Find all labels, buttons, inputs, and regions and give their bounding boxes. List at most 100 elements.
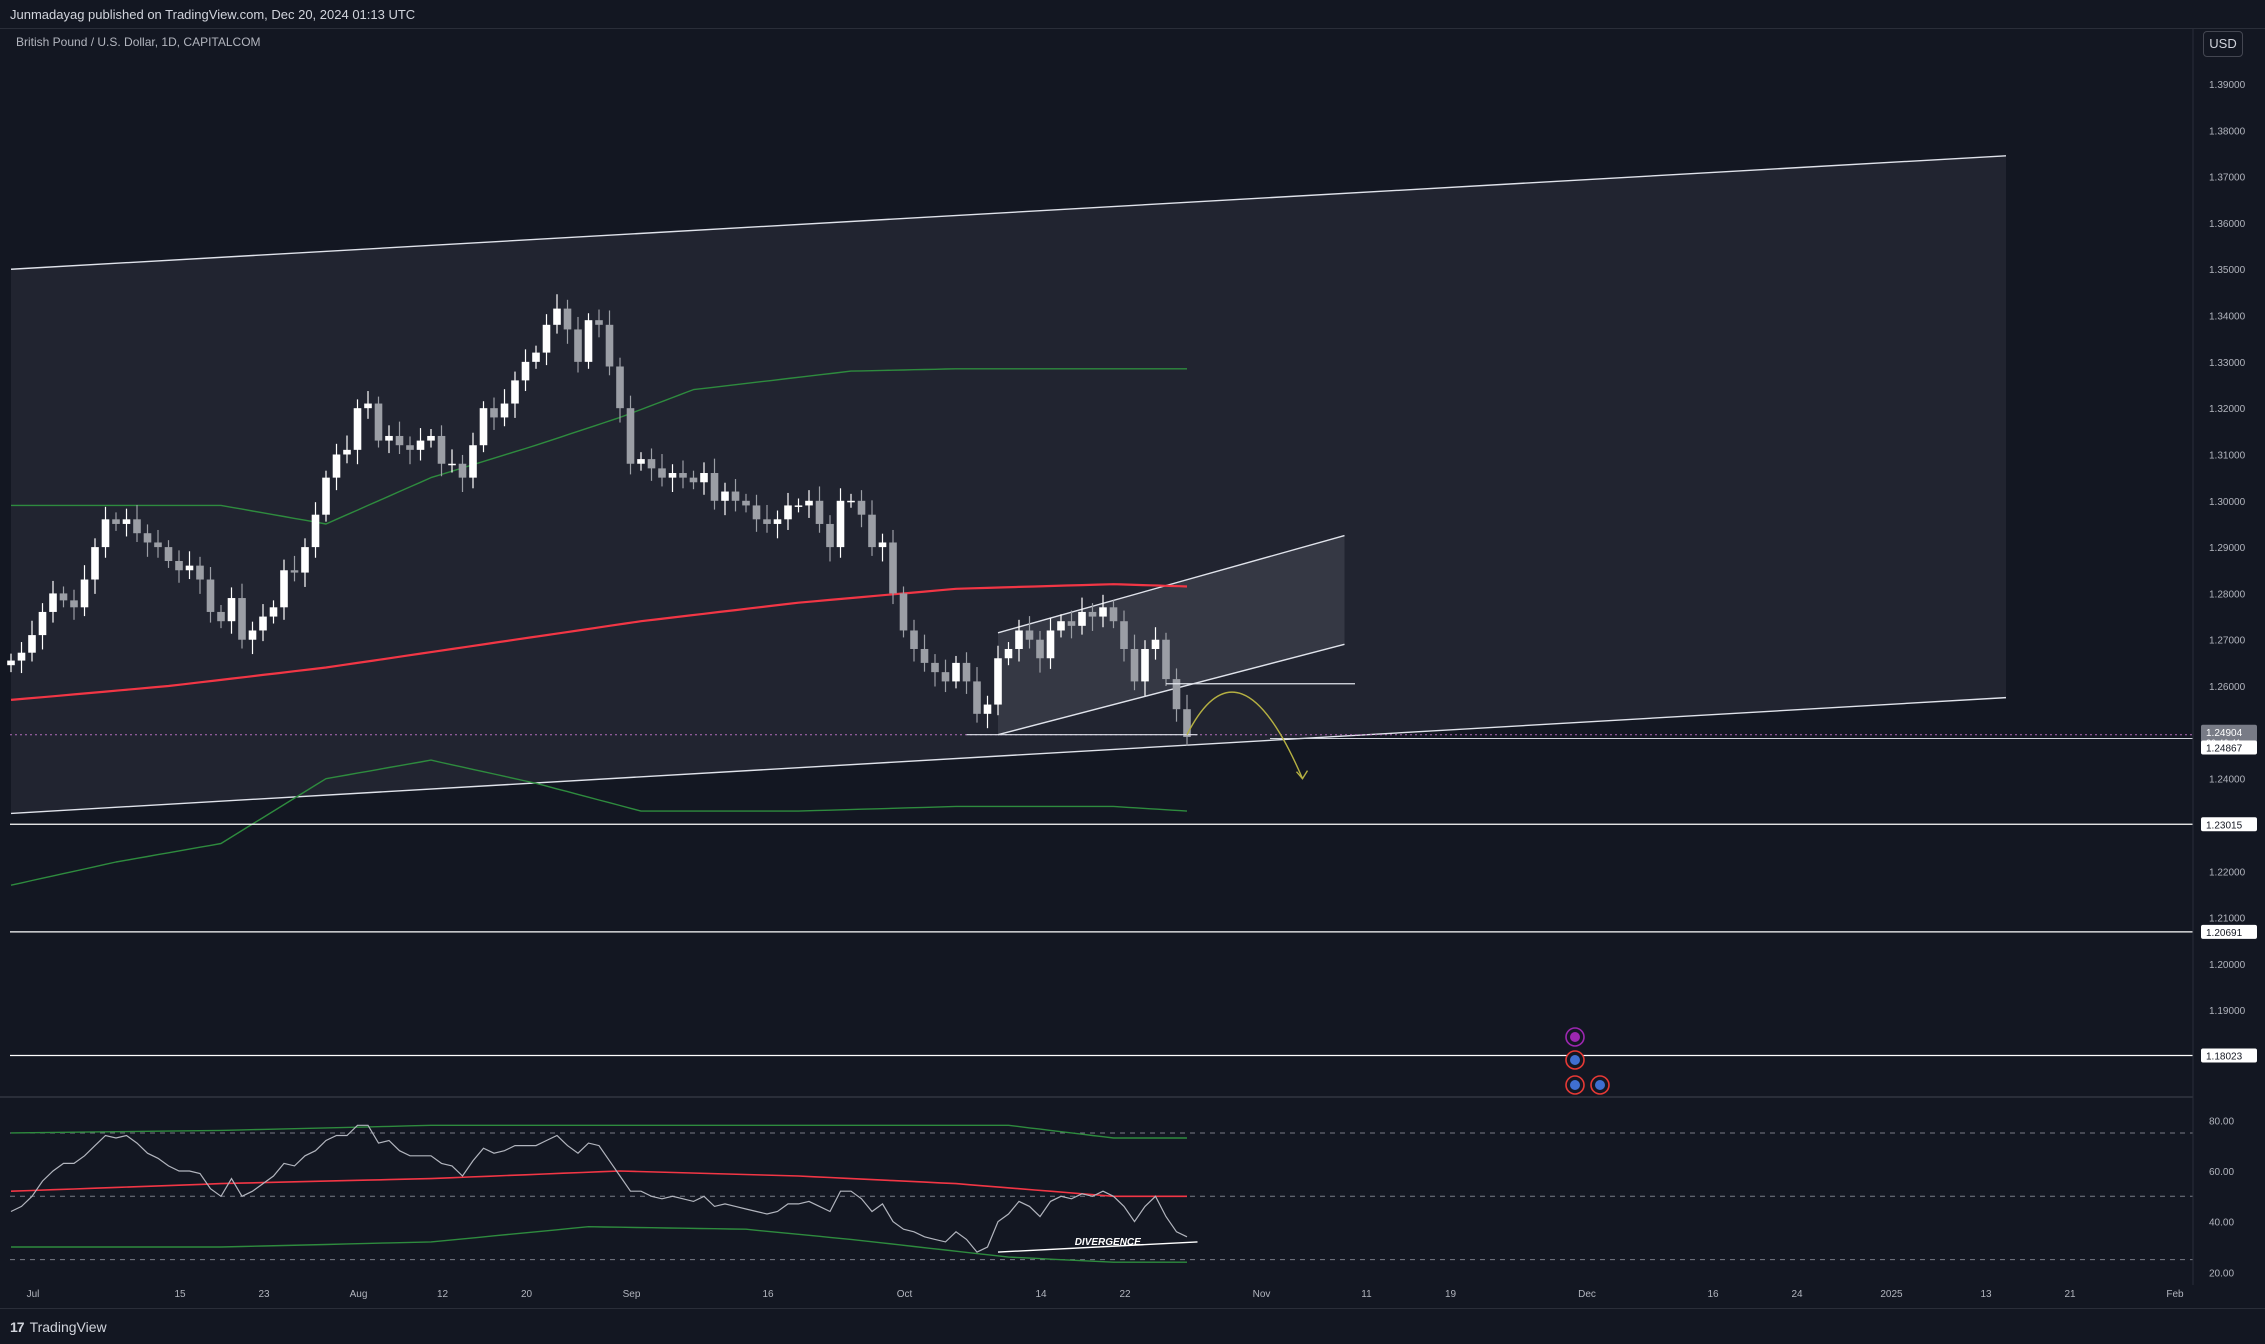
candle-body [322,477,330,515]
candle-body [1078,611,1086,626]
candle-body [227,598,236,622]
event-icons [1565,1027,1610,1095]
band-line [11,368,1187,525]
time-tick-label: 2025 [1880,1289,1903,1300]
tv-logo-icon: 17 [10,1319,25,1335]
candle-body [427,435,435,441]
candle-body [616,366,624,409]
candle-body [1057,621,1065,631]
candle-body [269,607,278,617]
candle-body [343,449,351,455]
price-tick-label: 1.39000 [2209,80,2246,91]
rsi-line [10,1124,1188,1253]
candle-body [899,593,908,631]
candle-body [101,519,110,548]
candle-body [1099,607,1107,617]
time-tick-label: Nov [1253,1289,1271,1300]
footer-bar: 17 TradingView [0,1308,2265,1344]
time-tick-label: 16 [762,1289,774,1300]
channel-lower-line [997,643,1345,736]
candle-body [1004,648,1013,659]
price-tick-label: 1.34000 [2209,312,2246,323]
price-label-text: 1.24867 [2206,744,2243,755]
candle-body [280,570,288,608]
candle-body [595,320,603,325]
price-tick-label: 1.27000 [2209,636,2246,647]
candle-body [721,491,729,501]
candle-body [133,519,141,534]
price-tick-label: 1.33000 [2209,358,2246,369]
candle-body [395,435,404,446]
candle-body [1067,621,1076,626]
candle-body [17,652,26,661]
candle-body [143,533,152,543]
candle-body [248,630,257,640]
candle-body [553,308,561,325]
candle-body [763,519,771,524]
time-tick-label: 21 [2064,1289,2076,1300]
candle-body [437,435,446,464]
candle-body [374,403,383,441]
rsi-tick-label: 40.00 [2209,1218,2234,1229]
price-label-text: 1.20691 [2206,928,2243,939]
price-tick-label: 1.38000 [2209,126,2246,137]
candle-body [38,611,47,636]
publish-bar: Junmadayag published on TradingView.com,… [0,0,2265,29]
candle-body [1120,621,1128,649]
candle-body [962,662,971,682]
candle-body [1151,639,1160,649]
candle-body [7,660,15,666]
time-tick-label: 12 [437,1289,449,1300]
candle-body [511,380,519,404]
channel-lower-line [10,696,2007,815]
price-tick-label: 1.30000 [2209,497,2246,508]
time-tick-label: Aug [350,1289,368,1300]
candle-body [1183,709,1191,737]
candle-body [49,593,57,612]
price-tick-label: 1.24000 [2209,775,2246,786]
currency-button[interactable]: USD [2203,31,2243,57]
rsi-tick-label: 60.00 [2209,1167,2234,1178]
candle-body [290,570,299,573]
rsi-tick-label: 20.00 [2209,1268,2234,1279]
time-tick-label: 15 [174,1289,186,1300]
channel-fill [998,535,1345,735]
price-tick-label: 1.28000 [2209,589,2246,600]
time-tick-label: 16 [1707,1289,1719,1300]
candle-body [920,648,929,663]
price-label-text: 1.23015 [2206,820,2243,831]
candle-body [532,352,540,362]
channel-upper-line [10,155,2007,270]
price-label-box [2201,817,2257,832]
channel-upper-line [997,534,1345,634]
candle-body [28,635,36,653]
band-line [10,759,1188,886]
candle-body [773,519,782,524]
event-icon-core [1570,1080,1580,1090]
candle-body [889,542,897,594]
axis-layer: 1.39000 1.38000 1.37000 1.36000 1.35000 1.340… [27,29,2257,1300]
tradingview-logo[interactable]: 17 TradingView [10,1319,107,1335]
candle-body [994,658,1002,705]
candle-body [406,445,414,450]
candle-body [836,500,845,548]
candle-body [784,505,792,520]
candle-body [1162,639,1170,680]
time-tick-label: Sep [623,1289,641,1300]
candle-body [154,542,162,548]
time-tick-label: 22 [1119,1289,1131,1300]
rsi-layer: DIVERGENCE [0,1096,2193,1263]
price-tick-label: 1.36000 [2209,219,2246,230]
candle-body [1130,648,1139,682]
candle-body [941,672,950,682]
candle-body [238,598,246,640]
price-tick-label: 1.31000 [2209,450,2246,461]
candle-body [1088,611,1097,617]
candle-body [563,308,572,330]
candle-body [689,477,698,483]
candle-body [385,435,393,441]
candle-body [742,500,750,506]
symbol-title: British Pound / U.S. Dollar, 1D, CAPITAL… [16,35,261,49]
divergence-line [997,1241,1198,1253]
